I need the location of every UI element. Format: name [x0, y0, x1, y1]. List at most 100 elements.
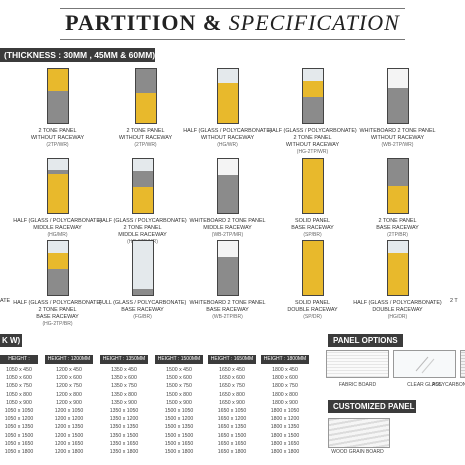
dim-column: 1200 x 450 1200 x 600 1200 x 750 1200 x …	[45, 366, 93, 456]
panel-label: HALF (GLASS / POLYCARBONATE) WITHOUT RAC…	[183, 128, 272, 141]
dim-column: 1350 x 450 1350 x 600 1350 x 750 1350 x …	[100, 366, 148, 456]
dim-cell: 1050 x 1350	[4, 424, 34, 431]
dim-cell: 1650 x 450	[219, 367, 245, 373]
dim-cell: 1050 x 900	[6, 399, 32, 406]
dim-cell: 1050 x 600	[6, 375, 32, 382]
panel-code: (2TP/WR)	[134, 142, 157, 148]
panel-card: 2 TONE PANEL BASE RACEWAY (2TP/BR)	[350, 158, 445, 239]
dim-cell: 1500 x 1350	[164, 424, 194, 431]
dim-cell: 1800 x 750	[272, 383, 298, 390]
option-label: FABRIC BOARD	[338, 382, 377, 388]
panel-label: WHITEBOARD 2 TONE PANEL WITHOUT RACEWAY	[359, 128, 436, 141]
dim-cell: 1200 x 900	[56, 399, 82, 406]
dim-cell: 1650 x 1800	[217, 449, 247, 456]
panel-label: HALF (GLASS / POLYCARBONATE) MIDDLE RACE…	[13, 218, 102, 231]
dim-header: HEIGHT : 1350MM	[100, 355, 148, 364]
dim-cell: 1200 x 1650	[54, 440, 84, 447]
dim-cell: 1350 x 900	[111, 399, 137, 406]
panel-code: (HG/WR)	[217, 142, 238, 148]
dim-cell: 1050 x 1050	[4, 408, 34, 415]
dim-cell: 1350 x 450	[111, 367, 137, 373]
dim-cell: 1650 x 1650	[217, 440, 247, 447]
dim-cell: 1500 x 1650	[164, 440, 194, 447]
dim-cell: 1350 x 1500	[109, 432, 139, 439]
dim-cell: 1500 x 800	[166, 391, 192, 398]
panel-card: WHITEBOARD 2 TONE PANEL BASE RACEWAY (WB…	[180, 240, 275, 321]
panel-options-title: PANEL OPTIONS	[328, 334, 403, 347]
fabric-board-swatch	[326, 350, 389, 378]
dim-cell: 1650 x 600	[219, 375, 245, 382]
dim-cell: 1200 x 1200	[54, 416, 84, 423]
dim-cell: 1800 x 1350	[270, 424, 300, 431]
panel-card: 2 TONE PANEL WITHOUT RACEWAY (2TP/WR)	[98, 68, 193, 149]
dim-header: HEIGHT : 1500MM	[155, 355, 203, 364]
dim-header: HEIGHT : 1050MM	[0, 355, 38, 371]
dim-cell: 1800 x 450	[272, 367, 298, 373]
dim-cell: 1200 x 1500	[54, 432, 84, 439]
title-part2: SPECIFICATION	[228, 10, 400, 35]
dim-cell: 1800 x 900	[272, 399, 298, 406]
dim-cell: 1350 x 1200	[109, 416, 139, 423]
partial-label-right: 2 T	[450, 298, 458, 304]
panel-card: WHITEBOARD 2 TONE PANEL MIDDLE RACEWAY (…	[180, 158, 275, 239]
panel-label: 2 TONE PANEL BASE RACEWAY	[376, 218, 419, 231]
dim-cell: 1800 x 1650	[270, 440, 300, 447]
title-rule-top	[60, 8, 405, 9]
panel-label: FULL (GLASS / POLYCARBONATE) BASE RACEWA…	[98, 300, 187, 313]
panel-code: (HG/DR)	[387, 314, 408, 320]
dim-cell: 1350 x 1800	[109, 449, 139, 456]
dim-column: 1650 x 450 1650 x 600 1650 x 750 1650 x …	[208, 366, 256, 456]
panel-card: HALF (GLASS / POLYCARBONATE) DOUBLE RACE…	[350, 240, 445, 321]
dim-cell: 1350 x 800	[111, 391, 137, 398]
panel-code: (SP/DR)	[303, 314, 322, 320]
panel-code: (2TP/BR)	[387, 232, 408, 238]
thickness-bar: (THICKNESS : 30MM , 45MM & 60MM)	[0, 48, 155, 62]
panel-code: (WB-2TP/BR)	[212, 314, 243, 320]
title-part1: PARTITION &	[65, 10, 223, 35]
panel-code: (SP/BR)	[303, 232, 322, 238]
panel-label: 2 TONE PANEL WITHOUT RACEWAY	[30, 128, 85, 141]
customized-panel-title: CUSTOMIZED PANEL	[328, 400, 416, 413]
panel-code: (WB-2TP/MR)	[211, 232, 244, 238]
dim-column: 1050 x 450 1050 x 600 1050 x 750 1050 x …	[0, 366, 38, 456]
panel-code: (HG/MR)	[47, 232, 68, 238]
option-label: CLEAR GLASS	[407, 382, 442, 388]
panel-label: SOLID PANEL BASE RACEWAY	[291, 218, 334, 231]
page-title: PARTITION & SPECIFICATION	[0, 10, 465, 36]
panel-code: (HG-2TP/WR)	[296, 149, 329, 155]
dim-cell: 1050 x 1650	[4, 440, 34, 447]
dim-cell: 1500 x 450	[166, 367, 192, 373]
dim-cell: 1050 x 750	[6, 383, 32, 390]
dim-cell: 1350 x 600	[111, 375, 137, 382]
dim-cell: 1800 x 600	[272, 375, 298, 382]
wood-grain-swatch	[328, 418, 390, 448]
panel-label: WHITEBOARD 2 TONE PANEL MIDDLE RACEWAY	[189, 218, 266, 231]
dim-header: HEIGHT : 1800MM	[261, 355, 309, 364]
dim-cell: 1500 x 1500	[164, 432, 194, 439]
panel-card: WHITEBOARD 2 TONE PANEL WITHOUT RACEWAY …	[350, 68, 445, 149]
dim-column: 1800 x 450 1800 x 600 1800 x 750 1800 x …	[261, 366, 309, 456]
dim-cell: 1050 x 450	[6, 367, 32, 373]
dim-cell: 1800 x 1200	[270, 416, 300, 423]
clear-glass-swatch	[393, 350, 456, 378]
panel-label: HALF (GLASS / POLYCARBONATE) 2 TONE PANE…	[98, 218, 187, 238]
panel-card: SOLID PANEL BASE RACEWAY (SP/BR)	[265, 158, 360, 239]
panel-card: HALF (GLASS / POLYCARBONATE) WITHOUT RAC…	[180, 68, 275, 149]
panel-label: 2 TONE PANEL WITHOUT RACEWAY	[118, 128, 173, 141]
dim-cell: 1500 x 1200	[164, 416, 194, 423]
polycarbonate-swatch	[460, 350, 465, 378]
dim-cell: 1050 x 1800	[4, 449, 34, 456]
dim-cell: 1500 x 600	[166, 375, 192, 382]
dim-header: HEIGHT : 1650MM	[208, 355, 256, 364]
panel-card: HALF (GLASS / POLYCARBONATE) 2 TONE PANE…	[95, 158, 190, 246]
panel-label: HALF (GLASS / POLYCARBONATE) 2 TONE PANE…	[268, 128, 357, 148]
partial-label-left: ATE	[0, 298, 11, 304]
dim-cell: 1650 x 800	[219, 391, 245, 398]
dim-cell: 1050 x 1500	[4, 432, 34, 439]
dim-header: HEIGHT : 1200MM	[45, 355, 93, 364]
dim-cell: 1500 x 1800	[164, 449, 194, 456]
panel-code: (WB-2TP/WR)	[381, 142, 414, 148]
dim-cell: 1650 x 750	[219, 383, 245, 390]
panel-label: WHITEBOARD 2 TONE PANEL BASE RACEWAY	[189, 300, 266, 313]
glass-reflection-icon	[415, 356, 435, 374]
